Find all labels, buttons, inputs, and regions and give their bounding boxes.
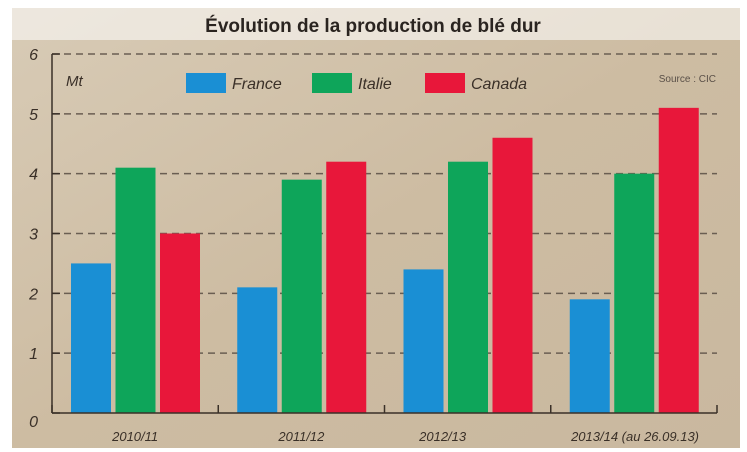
y-tick-label: 0 [29, 414, 38, 431]
y-tick-label: 3 [29, 227, 38, 244]
x-tick-label: 2010/11 [111, 429, 158, 444]
bar-france [403, 269, 444, 413]
bar-italie [448, 161, 488, 413]
y-tick-label: 2 [28, 286, 38, 303]
bar-canada [492, 137, 533, 413]
legend-swatch-france [186, 73, 226, 93]
y-tick-label: 1 [29, 346, 38, 363]
legend-swatch-canada [425, 73, 465, 93]
chart-title: Évolution de la production de blé dur [205, 15, 541, 37]
bar-canada [160, 233, 200, 413]
bar-italie [115, 167, 156, 413]
legend-label-italie: Italie [358, 76, 392, 93]
y-tick-label: 4 [29, 167, 38, 184]
x-tick-label: 2011/12 [277, 429, 325, 444]
bar-canada [326, 161, 367, 413]
bar-canada [658, 107, 699, 413]
legend-label-france: France [232, 76, 282, 93]
bar-italie [614, 173, 655, 413]
bar-italie [281, 179, 322, 413]
legend-label-canada: Canada [471, 76, 527, 93]
x-tick-label: 2013/14 (au 26.09.13) [570, 429, 699, 444]
bar-france [237, 287, 278, 413]
y-tick-label: 5 [29, 107, 38, 124]
legend-swatch-italie [312, 73, 352, 93]
title-band [0, 0, 747, 40]
y-axis-label: Mt [66, 73, 83, 90]
y-tick-label: 6 [29, 47, 38, 64]
bar-france [71, 263, 111, 413]
bar-france [569, 299, 610, 413]
source-note: Source : CIC [659, 74, 716, 85]
x-tick-label: 2012/13 [418, 429, 467, 444]
